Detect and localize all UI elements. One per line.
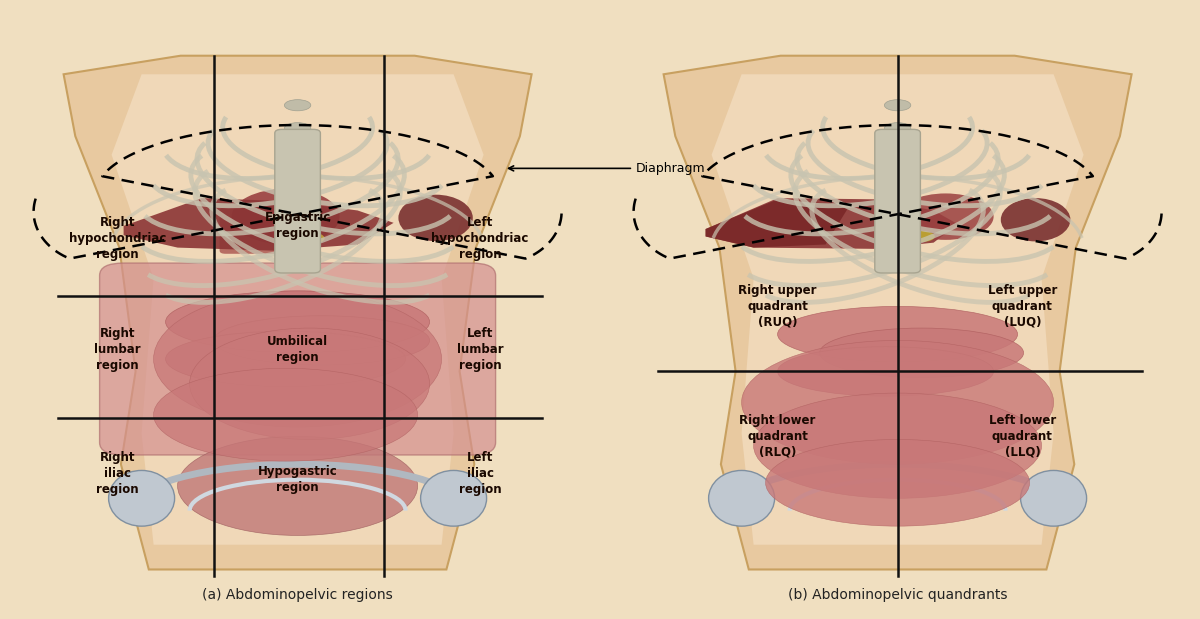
Ellipse shape xyxy=(284,238,311,249)
Polygon shape xyxy=(124,198,394,251)
Polygon shape xyxy=(706,199,850,248)
Ellipse shape xyxy=(884,192,911,203)
Ellipse shape xyxy=(778,347,994,396)
Ellipse shape xyxy=(884,100,911,111)
Text: (b) Abdominopelvic quandrants: (b) Abdominopelvic quandrants xyxy=(788,589,1007,602)
FancyBboxPatch shape xyxy=(100,263,496,455)
Text: Diaphragm: Diaphragm xyxy=(509,162,706,175)
FancyBboxPatch shape xyxy=(220,207,292,254)
Text: Hypogastric
region: Hypogastric region xyxy=(258,465,337,494)
Polygon shape xyxy=(112,74,484,545)
Ellipse shape xyxy=(178,436,418,535)
Ellipse shape xyxy=(820,328,1024,378)
Polygon shape xyxy=(712,74,1084,545)
FancyBboxPatch shape xyxy=(875,129,920,273)
Ellipse shape xyxy=(884,215,911,226)
Ellipse shape xyxy=(154,368,418,461)
Text: Left
hypochondriac
region: Left hypochondriac region xyxy=(431,216,529,261)
Text: Left lower
quadrant
(LLQ): Left lower quadrant (LLQ) xyxy=(989,414,1056,459)
Ellipse shape xyxy=(421,470,487,526)
Ellipse shape xyxy=(742,340,1054,464)
Text: Left upper
quadrant
(LUQ): Left upper quadrant (LUQ) xyxy=(988,284,1057,329)
Text: Right
hypochondriac
region: Right hypochondriac region xyxy=(68,216,167,261)
Ellipse shape xyxy=(284,145,311,157)
Polygon shape xyxy=(664,56,1132,569)
Ellipse shape xyxy=(214,316,430,365)
Ellipse shape xyxy=(884,168,911,180)
Ellipse shape xyxy=(232,189,340,245)
Ellipse shape xyxy=(708,470,775,526)
Text: Right
lumbar
region: Right lumbar region xyxy=(95,327,140,372)
Ellipse shape xyxy=(284,123,311,134)
Text: Left
lumbar
region: Left lumbar region xyxy=(457,327,503,372)
Text: Right upper
quadrant
(RUQ): Right upper quadrant (RUQ) xyxy=(738,284,817,329)
Ellipse shape xyxy=(108,470,175,526)
Ellipse shape xyxy=(284,100,311,111)
Ellipse shape xyxy=(908,231,935,242)
Polygon shape xyxy=(64,56,532,569)
Text: Left
iliac
region: Left iliac region xyxy=(458,451,502,496)
Ellipse shape xyxy=(884,123,911,134)
Ellipse shape xyxy=(190,328,430,439)
Polygon shape xyxy=(706,198,958,249)
Ellipse shape xyxy=(754,393,1042,498)
Ellipse shape xyxy=(884,238,911,249)
Text: Umbilical
region: Umbilical region xyxy=(268,335,328,364)
Ellipse shape xyxy=(154,291,442,427)
Ellipse shape xyxy=(1001,198,1070,241)
Ellipse shape xyxy=(766,439,1030,526)
Ellipse shape xyxy=(166,291,430,353)
Text: Epigastric
region: Epigastric region xyxy=(264,212,331,240)
Ellipse shape xyxy=(284,168,311,180)
Ellipse shape xyxy=(1020,470,1087,526)
Text: (a) Abdominopelvic regions: (a) Abdominopelvic regions xyxy=(203,589,392,602)
Ellipse shape xyxy=(398,194,473,241)
Ellipse shape xyxy=(778,306,1018,362)
Ellipse shape xyxy=(166,331,406,387)
Ellipse shape xyxy=(884,261,911,272)
Text: Right
iliac
region: Right iliac region xyxy=(96,451,139,496)
Ellipse shape xyxy=(884,145,911,157)
Ellipse shape xyxy=(898,193,994,240)
Ellipse shape xyxy=(284,261,311,272)
FancyBboxPatch shape xyxy=(275,129,320,273)
Ellipse shape xyxy=(284,215,311,226)
Ellipse shape xyxy=(284,192,311,203)
Ellipse shape xyxy=(295,232,324,245)
Text: Right lower
quadrant
(RLQ): Right lower quadrant (RLQ) xyxy=(739,414,816,459)
